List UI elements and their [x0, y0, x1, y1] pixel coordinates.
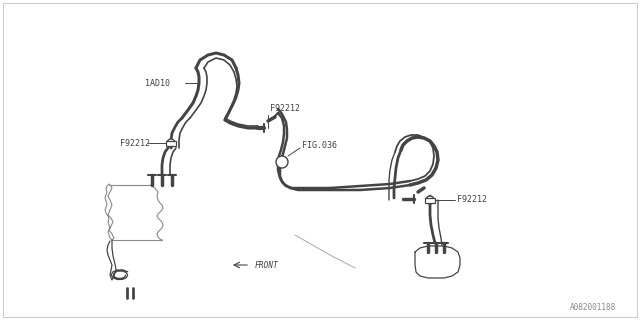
Text: F92212: F92212 — [120, 139, 150, 148]
Circle shape — [276, 156, 288, 168]
Text: F92212: F92212 — [270, 103, 300, 113]
Text: F92212: F92212 — [457, 196, 487, 204]
Bar — [166, 140, 176, 146]
Text: A082001188: A082001188 — [570, 303, 616, 313]
Circle shape — [426, 196, 434, 204]
Text: FRONT: FRONT — [255, 260, 279, 269]
Bar — [425, 197, 435, 203]
Circle shape — [167, 139, 175, 147]
Text: FIG.036: FIG.036 — [302, 140, 337, 149]
Text: 1AD10: 1AD10 — [145, 78, 170, 87]
